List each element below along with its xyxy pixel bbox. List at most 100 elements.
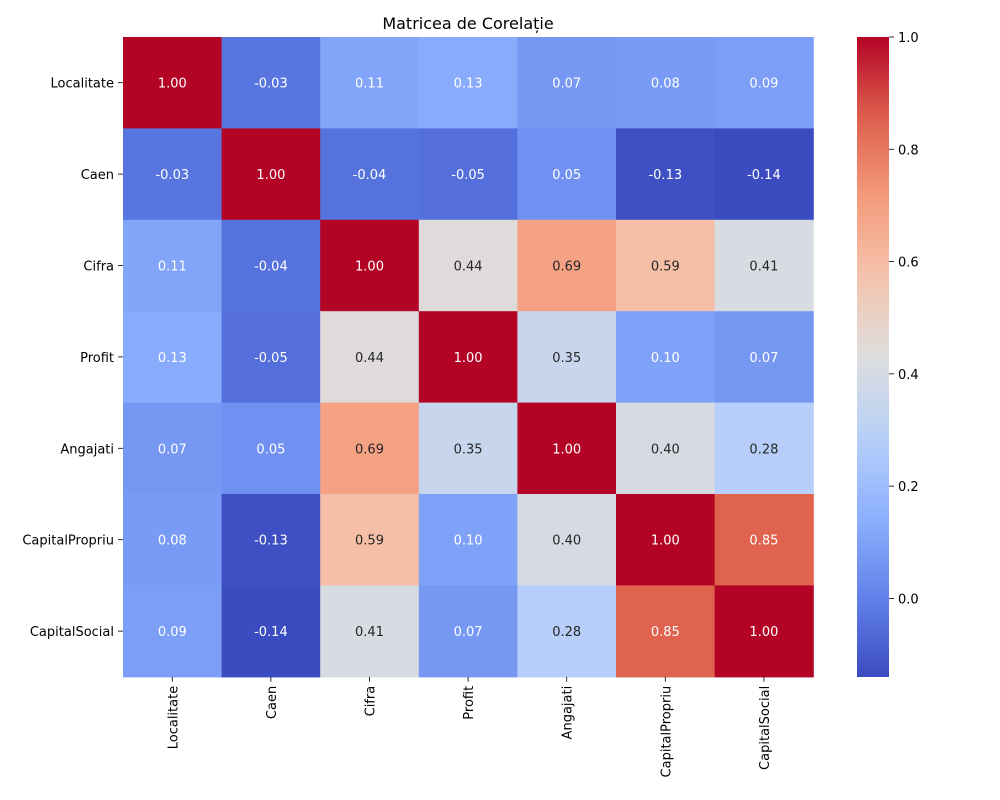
heatmap-cell (418, 37, 518, 129)
heatmap-cell (517, 219, 617, 312)
cell-value-label: -0.13 (648, 168, 682, 183)
cell-value-label: -0.04 (353, 168, 387, 183)
cell-value-label: 0.69 (355, 442, 384, 457)
heatmap-cell (123, 402, 223, 495)
cell-value-label: -0.14 (254, 625, 288, 640)
heatmap-cell (714, 402, 814, 495)
cell-value-label: 0.08 (158, 534, 187, 549)
cell-value-label: 0.08 (651, 77, 680, 92)
colorbar-tick-label: 0.4 (898, 368, 919, 383)
heatmap-cell (517, 311, 617, 404)
colorbar-tick-label: 0.8 (898, 143, 919, 158)
colorbar-tick-label: 0.0 (898, 592, 919, 607)
heatmap-cell (616, 128, 716, 221)
cell-value-label: -0.03 (155, 168, 189, 183)
cell-value-label: 0.41 (355, 625, 384, 640)
heatmap-cell (616, 585, 716, 678)
cell-value-label: 0.40 (552, 534, 581, 549)
cell-value-label: 0.13 (158, 351, 187, 366)
heatmap-cell (616, 494, 716, 586)
heatmap-cell (123, 219, 223, 312)
chart-title: Matricea de Corelație (382, 14, 553, 33)
heatmap-cell (221, 311, 321, 404)
heatmap-cell (418, 311, 518, 404)
heatmap-cell (517, 402, 617, 495)
cell-value-label: 0.44 (454, 260, 483, 275)
heatmap-cell (714, 585, 814, 678)
heatmap-cell (123, 128, 223, 221)
cell-value-label: 0.41 (749, 260, 778, 275)
heatmap-cell (714, 494, 814, 586)
heatmap-cell (320, 311, 420, 404)
cell-value-label: 0.35 (454, 442, 483, 457)
cell-value-label: 0.85 (749, 534, 778, 549)
cell-value-label: -0.04 (254, 260, 288, 275)
cell-value-label: 1.00 (256, 168, 285, 183)
cell-value-label: 0.35 (552, 351, 581, 366)
cell-value-label: 0.10 (651, 351, 680, 366)
cell-value-label: 0.11 (355, 77, 384, 92)
heatmap-cell (418, 585, 518, 678)
heatmap-cell (123, 494, 223, 586)
cell-value-label: 0.10 (454, 534, 483, 549)
cell-value-label: -0.05 (451, 168, 485, 183)
column-label: Angajati (561, 686, 576, 740)
row-label: Caen (81, 168, 114, 183)
row-labels: Localitate Caen Cifra Profit Angajati Capital… (22, 77, 123, 640)
column-label: Caen (265, 686, 280, 719)
column-labels: Localitate Caen Cifra Profit Angajati Capital… (166, 676, 773, 777)
cell-value-label: 0.44 (355, 351, 384, 366)
heatmap-cell (221, 37, 321, 129)
heatmap-cell (418, 494, 518, 586)
heatmap-cell (616, 37, 716, 129)
heatmap-cell (221, 219, 321, 312)
cell-value-label: 1.00 (158, 77, 187, 92)
column-label: CapitalSocial (758, 686, 773, 770)
cell-value-label: 1.00 (355, 260, 384, 275)
cell-value-label: 0.28 (749, 442, 778, 457)
cell-value-label: 0.59 (355, 534, 384, 549)
colorbar-tick-label: 0.6 (898, 256, 919, 271)
row-label: CapitalPropriu (22, 534, 114, 549)
colorbar: 0.0 0.2 0.4 0.6 0.8 1.0 (857, 31, 919, 677)
heatmap-cell (123, 585, 223, 678)
colorbar-tick-label: 0.2 (898, 480, 919, 495)
heatmap-cells: 1.00 -0.03 0.11 0.13 0.07 0.08 0.09 -0.03 1.00 -0… (123, 37, 814, 678)
heatmap-cell (123, 37, 223, 129)
cell-value-label: 0.05 (256, 442, 285, 457)
heatmap-cell (616, 219, 716, 312)
cell-value-label: -0.05 (254, 351, 288, 366)
cell-value-label: 0.09 (158, 625, 187, 640)
column-label: Profit (462, 686, 477, 720)
heatmap-cell (714, 128, 814, 221)
cell-value-label: 1.00 (749, 625, 778, 640)
cell-value-label: 0.69 (552, 260, 581, 275)
heatmap-cell (320, 37, 420, 129)
heatmap-cell (517, 128, 617, 221)
column-label: Localitate (166, 686, 181, 749)
cell-value-label: 0.85 (651, 625, 680, 640)
cell-value-label: 0.07 (552, 77, 581, 92)
row-label: Profit (80, 351, 114, 366)
cell-value-label: 0.09 (749, 77, 778, 92)
heatmap-cell (221, 585, 321, 678)
cell-value-label: 0.40 (651, 442, 680, 457)
heatmap-cell (517, 37, 617, 129)
heatmap-cell (714, 37, 814, 129)
cell-value-label: 0.05 (552, 168, 581, 183)
heatmap-cell (320, 402, 420, 495)
cell-value-label: -0.13 (254, 534, 288, 549)
cell-value-label: 0.07 (749, 351, 778, 366)
heatmap-cell (320, 585, 420, 678)
cell-value-label: 0.13 (454, 77, 483, 92)
row-label: Cifra (83, 260, 114, 275)
cell-value-label: 0.11 (158, 260, 187, 275)
heatmap-cell (616, 311, 716, 404)
cell-value-label: 1.00 (552, 442, 581, 457)
row-label: Angajati (60, 442, 114, 457)
heatmap-cell (418, 219, 518, 312)
heatmap-cell (517, 585, 617, 678)
heatmap-cell (517, 494, 617, 586)
cell-value-label: 0.07 (158, 442, 187, 457)
